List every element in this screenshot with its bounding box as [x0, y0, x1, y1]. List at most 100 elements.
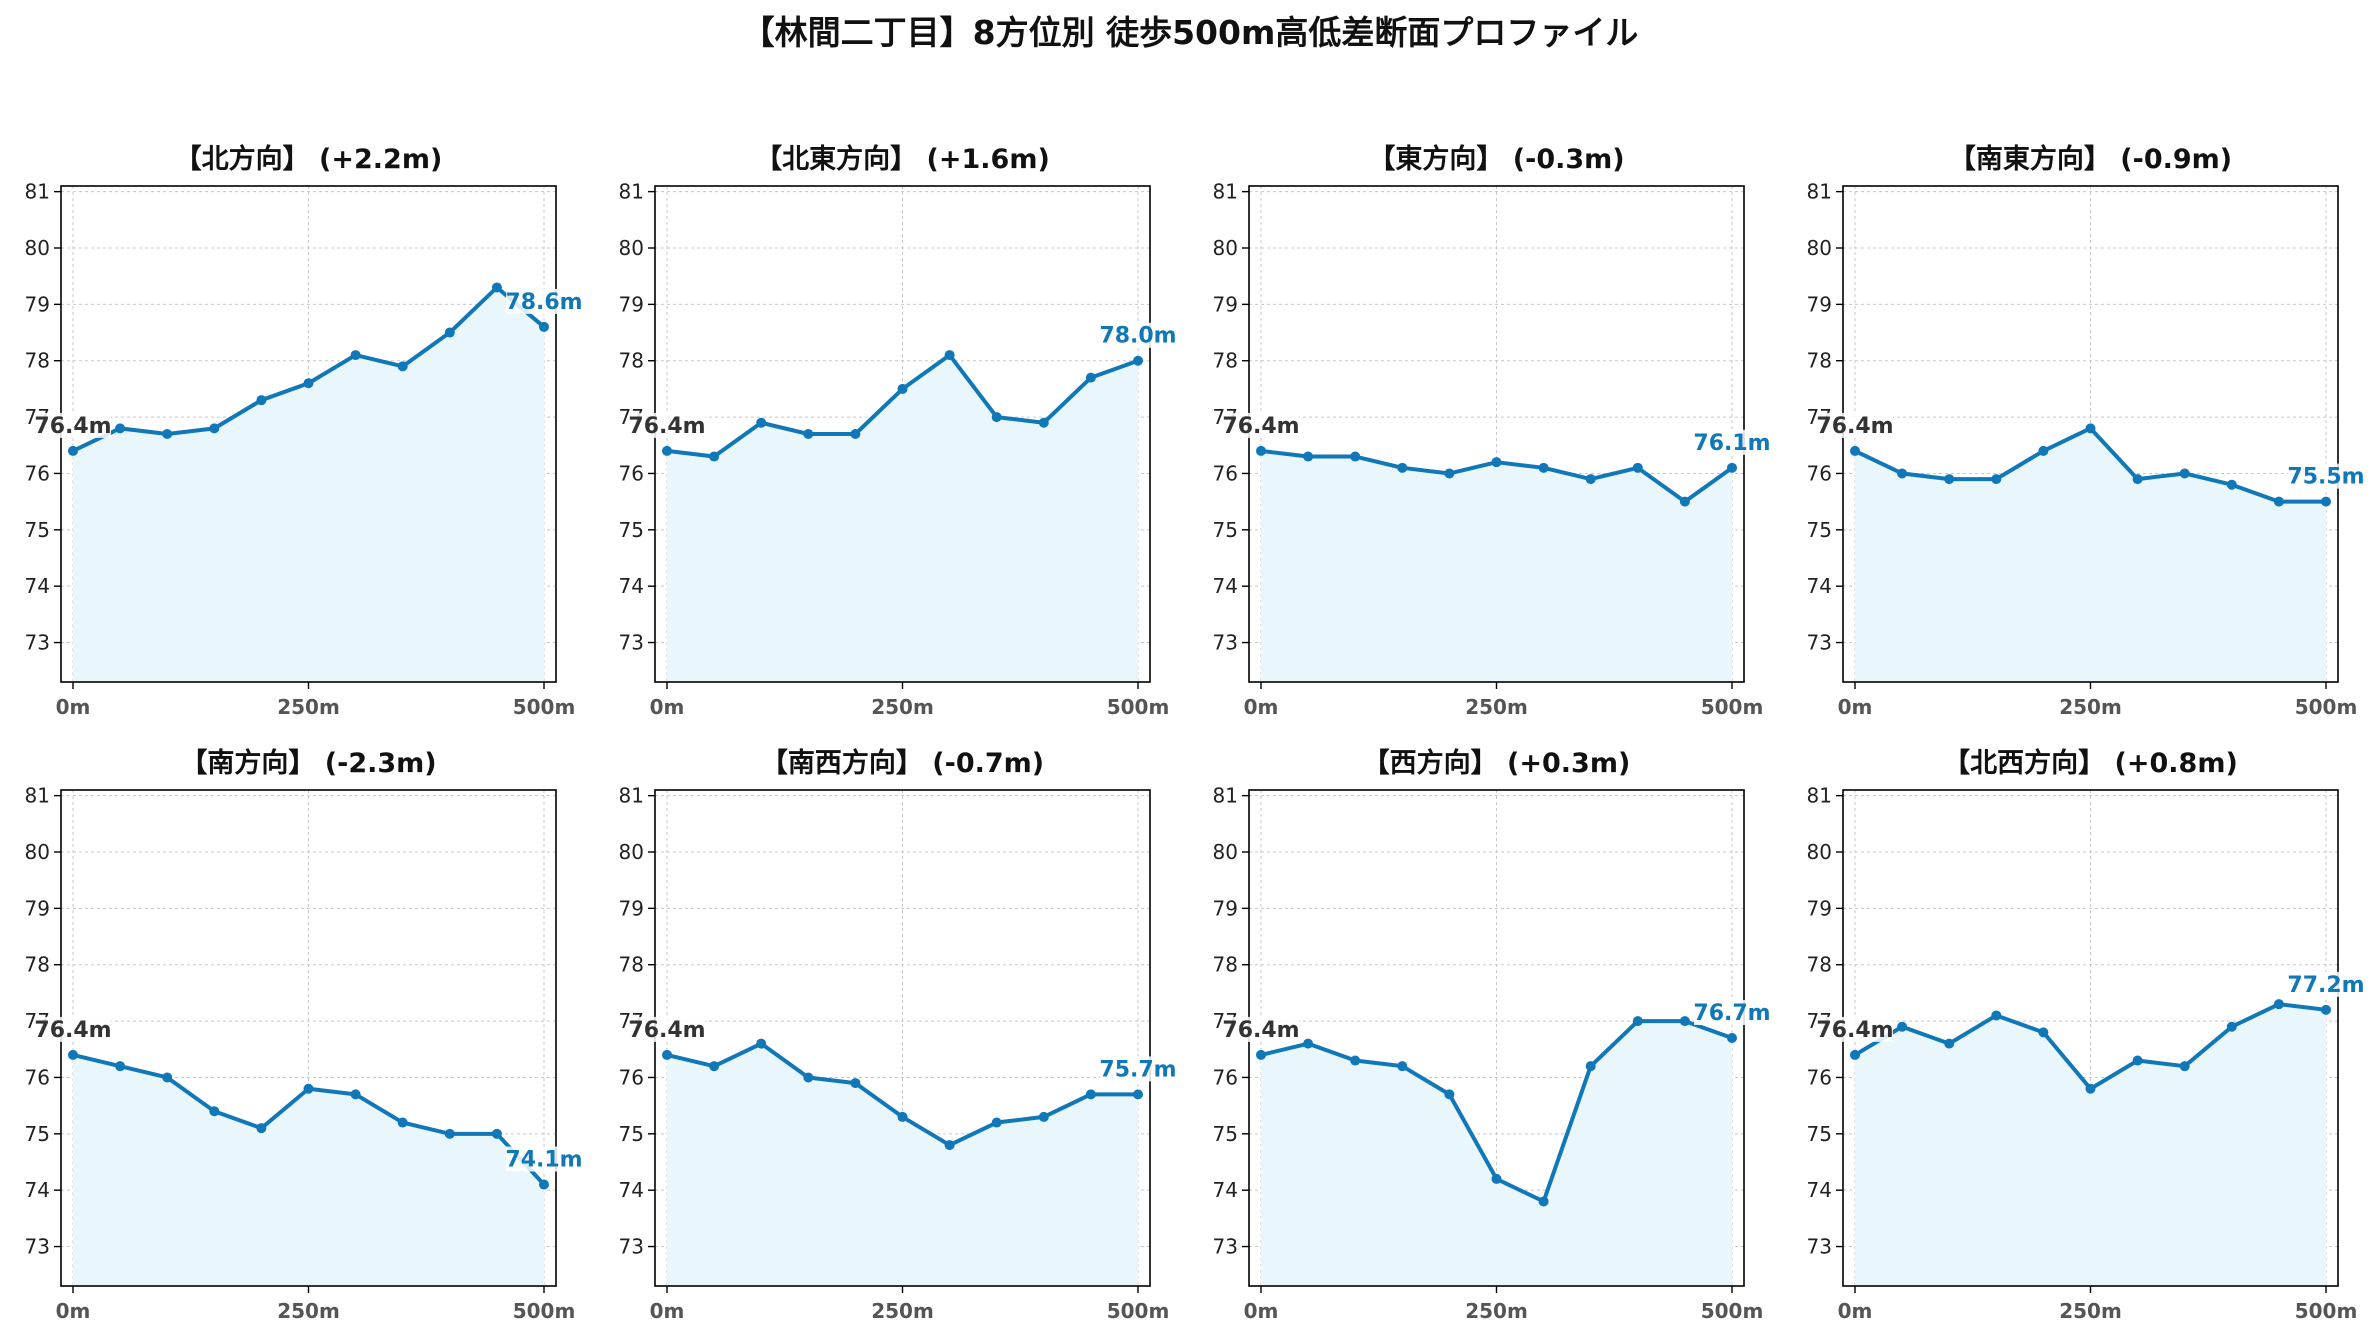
data-point [303, 378, 314, 389]
y-tick-label: 81 [1807, 784, 1832, 808]
y-tick-label: 75 [25, 1122, 50, 1146]
data-point [1085, 1089, 1096, 1100]
end-elevation-label: 77.2m [2287, 973, 2364, 998]
panel-title: 【南東方向】 (-0.9m) [1949, 143, 2232, 175]
x-tick-label: 250m [1465, 695, 1528, 719]
data-point [2038, 445, 2049, 456]
data-point [2085, 423, 2096, 434]
y-tick-label: 76 [1213, 1065, 1238, 1089]
data-point [1991, 1010, 2002, 1021]
y-tick-label: 81 [25, 784, 50, 808]
start-label-bg [35, 412, 111, 438]
start-label-bg [1817, 412, 1893, 438]
y-tick-label: 81 [1213, 180, 1238, 204]
y-tick-label: 75 [1213, 1122, 1238, 1146]
end-label-bg [1100, 322, 1176, 348]
data-point [491, 1128, 502, 1139]
panel-0: 【北方向】 (+2.2m)7374757677787980810m250m500… [25, 143, 583, 719]
data-point [397, 361, 408, 372]
data-point [1133, 1089, 1143, 1100]
data-point [803, 429, 814, 439]
x-tick-label: 500m [2295, 695, 2358, 719]
data-point [1632, 462, 1643, 473]
data-point [709, 451, 720, 462]
panel-title: 【北方向】 (+2.2m) [175, 143, 443, 175]
data-point [662, 1049, 672, 1060]
y-tick-label: 76 [1807, 461, 1832, 485]
x-tick-label: 250m [277, 1299, 340, 1323]
x-tick-label: 0m [650, 1299, 685, 1323]
data-point [491, 282, 502, 293]
x-tick-label: 0m [56, 1299, 91, 1323]
data-point [1038, 417, 1049, 428]
end-elevation-label: 76.7m [1693, 1001, 1770, 1026]
x-tick-label: 500m [2295, 1299, 2358, 1323]
y-tick-label: 78 [1213, 953, 1238, 977]
data-point [115, 423, 126, 434]
data-point [1944, 474, 1955, 485]
y-tick-label: 78 [1807, 953, 1832, 977]
x-tick-label: 500m [1701, 695, 1764, 719]
data-point [444, 1128, 455, 1139]
data-point [1632, 1016, 1643, 1027]
y-tick-label: 78 [25, 349, 50, 373]
y-tick-label: 76 [25, 461, 50, 485]
y-tick-label: 80 [1807, 236, 1832, 260]
end-label-bg [1694, 429, 1770, 455]
area-fill [1261, 1021, 1732, 1286]
panel-2: 【東方向】 (-0.3m)7374757677787980810m250m500… [1213, 143, 1771, 719]
panel-title: 【北西方向】 (+0.8m) [1943, 747, 2238, 779]
data-point [209, 423, 220, 434]
end-elevation-label: 78.0m [1099, 324, 1176, 349]
area-fill [73, 287, 544, 682]
panel-title: 【東方向】 (-0.3m) [1368, 143, 1624, 175]
end-elevation-label: 75.7m [1099, 1057, 1176, 1082]
y-tick-label: 74 [619, 574, 644, 598]
y-tick-label: 80 [25, 840, 50, 864]
data-point [2132, 474, 2143, 485]
y-tick-label: 79 [1213, 896, 1238, 920]
panel-6: 【西方向】 (+0.3m)7374757677787980810m250m500… [1213, 747, 1771, 1323]
start-label-bg [35, 1016, 111, 1042]
data-point [2321, 1004, 2331, 1015]
panel-title: 【南方向】 (-2.3m) [180, 747, 436, 779]
data-point [1897, 468, 1908, 479]
data-point [2226, 1021, 2237, 1032]
data-point [1397, 1061, 1408, 1072]
area-fill [1855, 428, 2326, 682]
y-tick-label: 81 [25, 180, 50, 204]
data-point [1850, 445, 1860, 456]
y-tick-label: 79 [25, 292, 50, 316]
end-label-bg [2288, 463, 2364, 489]
end-elevation-label: 74.1m [505, 1148, 582, 1173]
y-tick-label: 78 [1213, 349, 1238, 373]
data-point [115, 1061, 126, 1072]
data-point [709, 1061, 720, 1072]
x-tick-label: 500m [1701, 1299, 1764, 1323]
start-label-bg [629, 412, 705, 438]
y-tick-label: 79 [1807, 292, 1832, 316]
data-point [2179, 468, 2190, 479]
y-tick-label: 76 [1213, 461, 1238, 485]
data-point [1491, 1173, 1502, 1184]
data-point [2321, 496, 2331, 507]
x-tick-label: 0m [56, 695, 91, 719]
y-tick-label: 74 [1213, 1178, 1238, 1202]
x-tick-label: 250m [277, 695, 340, 719]
end-label-bg [506, 288, 582, 314]
y-tick-label: 81 [619, 784, 644, 808]
y-tick-label: 73 [25, 1235, 50, 1259]
data-point [1538, 462, 1549, 473]
panel-title: 【南西方向】 (-0.7m) [761, 747, 1044, 779]
data-point [444, 327, 455, 338]
x-tick-label: 0m [650, 695, 685, 719]
start-elevation-label: 76.4m [1816, 414, 1893, 439]
end-elevation-label: 75.5m [2287, 465, 2364, 490]
x-tick-label: 250m [1465, 1299, 1528, 1323]
data-point [1397, 462, 1408, 473]
x-tick-label: 0m [1838, 695, 1873, 719]
data-point [1897, 1021, 1908, 1032]
data-point [2179, 1061, 2190, 1072]
data-point [2273, 999, 2284, 1010]
